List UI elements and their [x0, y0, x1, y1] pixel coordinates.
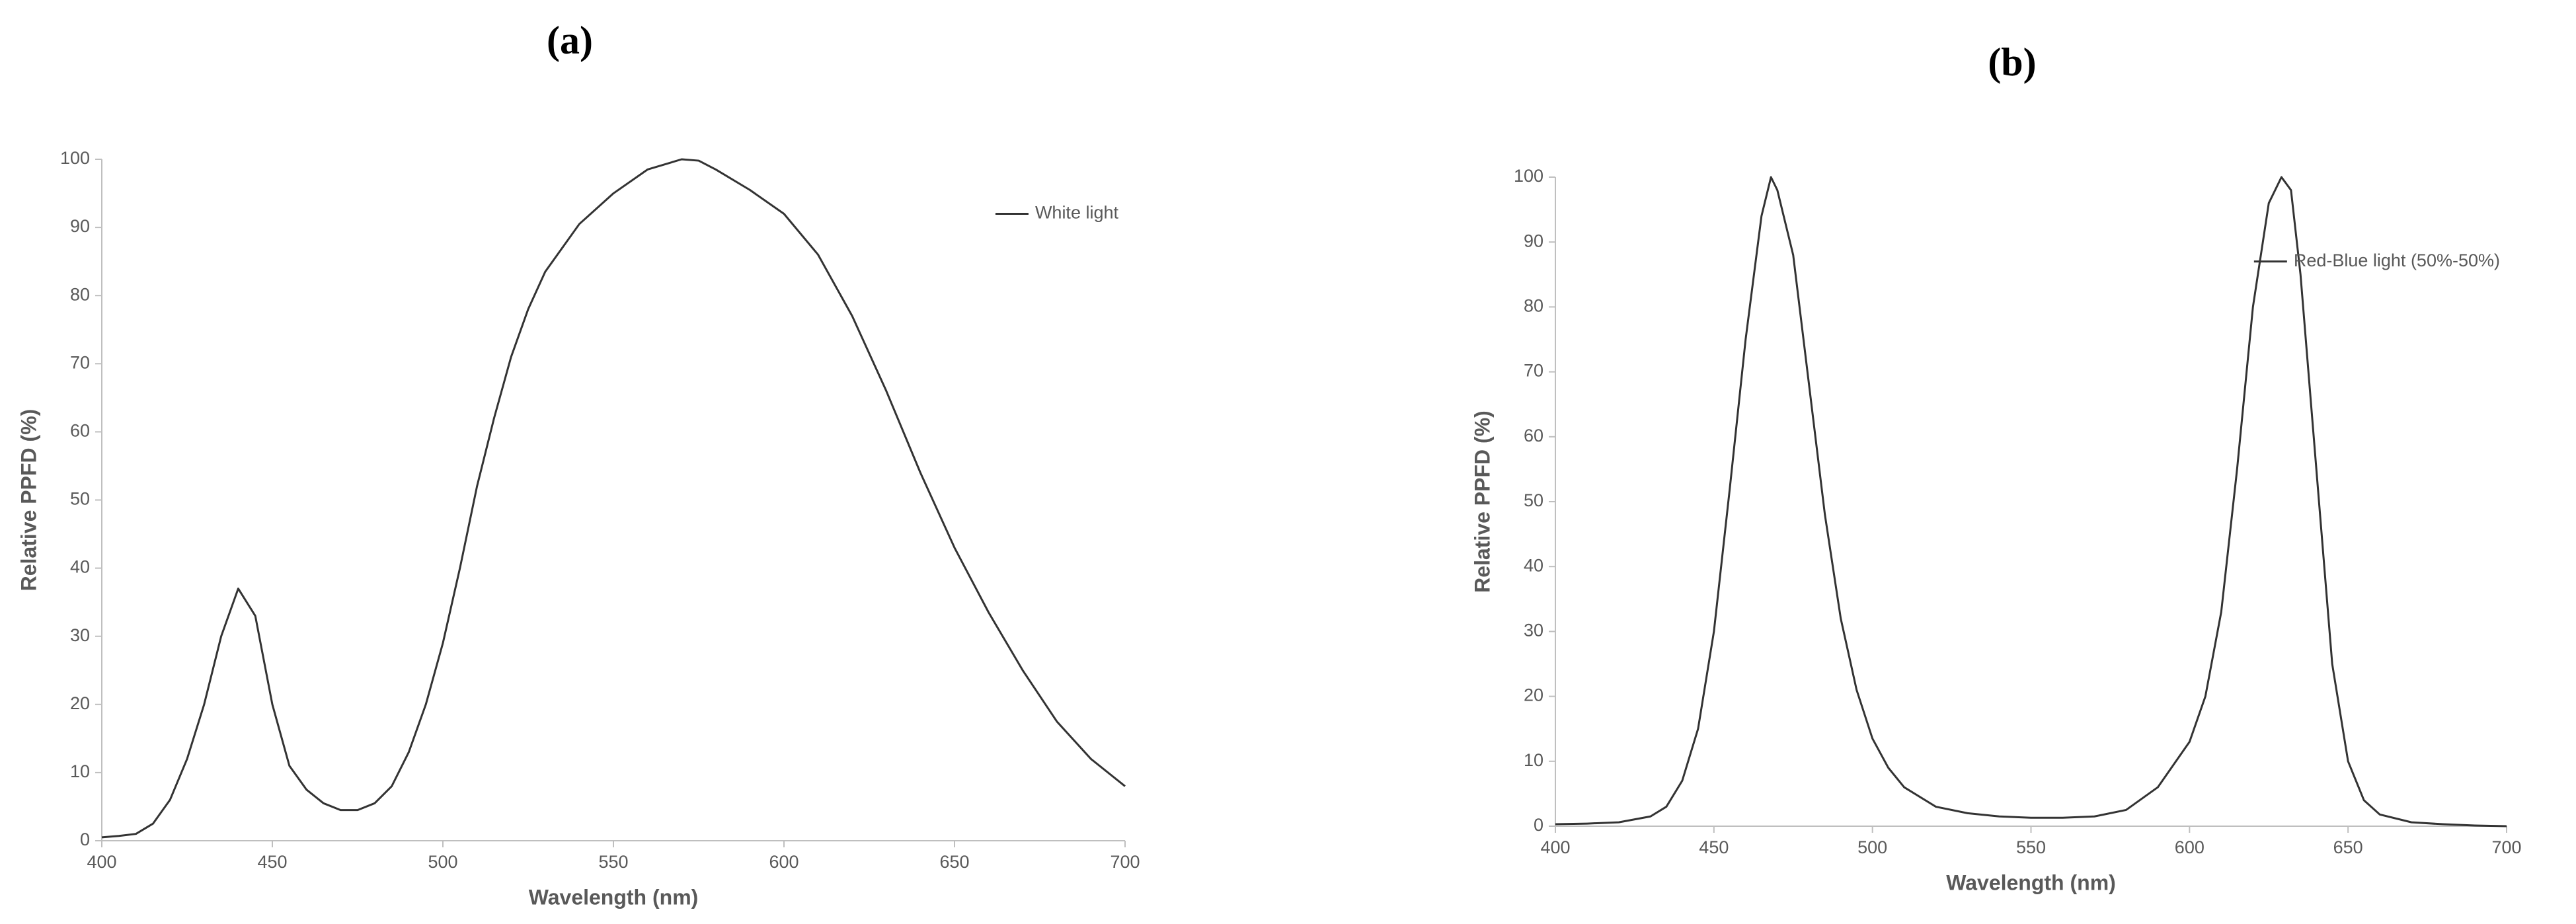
y-tick-label: 60	[70, 421, 90, 441]
y-tick-label: 0	[80, 829, 90, 849]
x-tick-label: 400	[1540, 837, 1570, 857]
y-tick-label: 90	[70, 216, 90, 236]
x-tick-label: 600	[2175, 837, 2205, 857]
y-axis-title: Relative PPFD (%)	[1470, 410, 1494, 593]
y-tick-label: 50	[70, 489, 90, 509]
y-axis-title: Relative PPFD (%)	[17, 409, 40, 592]
x-tick-label: 700	[2491, 837, 2521, 857]
panel-title: (b)	[1988, 40, 2036, 84]
panel-title: (a)	[547, 19, 593, 62]
x-tick-label: 700	[1110, 852, 1140, 872]
y-tick-label: 20	[70, 693, 90, 713]
x-tick-label: 550	[2016, 837, 2046, 857]
data-line	[101, 158, 1126, 839]
y-tick-label: 90	[1524, 231, 1543, 250]
x-axis-title: Wavelength (nm)	[1946, 870, 2116, 894]
y-tick-label: 50	[1524, 490, 1543, 510]
x-tick-label: 550	[598, 852, 628, 872]
x-tick-label: 450	[257, 852, 287, 872]
x-tick-label: 600	[769, 852, 799, 872]
y-tick-label: 20	[1524, 685, 1543, 705]
x-tick-label: 400	[87, 852, 116, 872]
y-tick-label: 10	[1524, 750, 1543, 770]
x-tick-label: 650	[939, 852, 969, 872]
x-axis-title: Wavelength (nm)	[529, 885, 699, 909]
x-tick-label: 650	[2333, 837, 2363, 857]
legend-label: Red-Blue light (50%-50%)	[2294, 250, 2500, 270]
y-tick-label: 100	[1514, 166, 1543, 186]
x-tick-label: 450	[1699, 837, 1729, 857]
legend-label: White light	[1035, 203, 1119, 223]
x-tick-label: 500	[428, 852, 457, 872]
y-tick-label: 40	[1524, 555, 1543, 575]
y-tick-label: 40	[70, 557, 90, 577]
x-tick-label: 500	[1857, 837, 1887, 857]
y-tick-label: 30	[1524, 621, 1543, 640]
y-tick-label: 70	[1524, 361, 1543, 381]
y-tick-label: 60	[1524, 426, 1543, 445]
y-tick-label: 80	[70, 284, 90, 304]
y-tick-label: 70	[70, 352, 90, 372]
y-tick-label: 100	[60, 148, 90, 168]
data-line	[1555, 176, 2507, 828]
y-tick-label: 10	[70, 761, 90, 781]
y-tick-label: 0	[1534, 815, 1543, 835]
y-tick-label: 80	[1524, 296, 1543, 316]
y-tick-label: 30	[70, 625, 90, 645]
